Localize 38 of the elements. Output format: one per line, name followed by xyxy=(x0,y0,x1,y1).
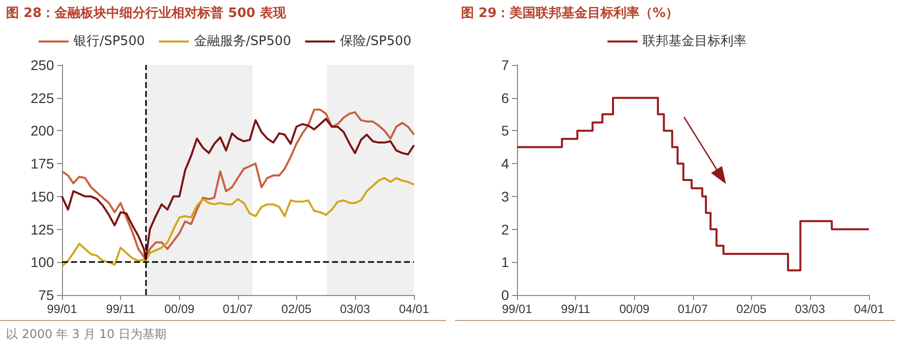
x-tick-label: 00/09 xyxy=(619,302,650,316)
chart-title: 图 29：美国联邦基金目标利率（%） xyxy=(461,4,679,22)
line-series xyxy=(61,177,415,268)
y-tick-label: 6 xyxy=(501,90,510,106)
legend-label: 联邦基金目标利率 xyxy=(642,33,746,49)
y-tick-label: 0 xyxy=(501,287,510,303)
y-tick-label: 1 xyxy=(501,254,510,270)
y-tick-label: 100 xyxy=(30,254,54,270)
y-tick-label: 3 xyxy=(501,188,510,204)
x-tick-label: 02/05 xyxy=(281,302,312,316)
x-tick-label: 99/01 xyxy=(46,302,78,316)
x-tick-label: 03/03 xyxy=(340,302,370,316)
y-tick-label: 125 xyxy=(30,221,54,238)
y-tick-label: 75 xyxy=(38,287,54,303)
x-tick-label: 99/11 xyxy=(106,302,136,316)
x-tick-label: 00/09 xyxy=(164,302,195,316)
x-tick-label: 04/01 xyxy=(398,302,430,316)
x-tick-label: 02/05 xyxy=(736,302,767,316)
x-tick-label: 99/01 xyxy=(502,302,532,316)
y-tick-label: 2 xyxy=(501,221,510,238)
legend-label: 金融服务/SP500 xyxy=(194,34,292,49)
y-tick-label: 225 xyxy=(30,90,54,106)
text: 以 2000 年 3 月 10 日为基期 xyxy=(6,326,166,343)
y-tick-label: 250 xyxy=(30,57,54,73)
legend-label: 保险/SP500 xyxy=(340,34,412,49)
chart-title: 图 28：金融板块中细分行业相对标普 500 表现 xyxy=(6,4,286,22)
x-tick-label: 03/03 xyxy=(794,302,826,316)
x-tick-label: 01/07 xyxy=(678,302,708,316)
x-tick-label: 99/11 xyxy=(561,302,590,316)
y-tick-label: 200 xyxy=(30,122,54,139)
x-tick-label: 01/07 xyxy=(222,302,254,316)
y-tick-label: 150 xyxy=(30,188,54,204)
y-tick-label: 7 xyxy=(501,57,510,73)
y-tick-label: 4 xyxy=(501,156,510,172)
legend-label: 银行/SP500 xyxy=(72,34,145,49)
y-tick-label: 5 xyxy=(501,122,510,139)
y-tick-label: 175 xyxy=(30,156,54,172)
x-tick-label: 04/01 xyxy=(854,302,884,316)
